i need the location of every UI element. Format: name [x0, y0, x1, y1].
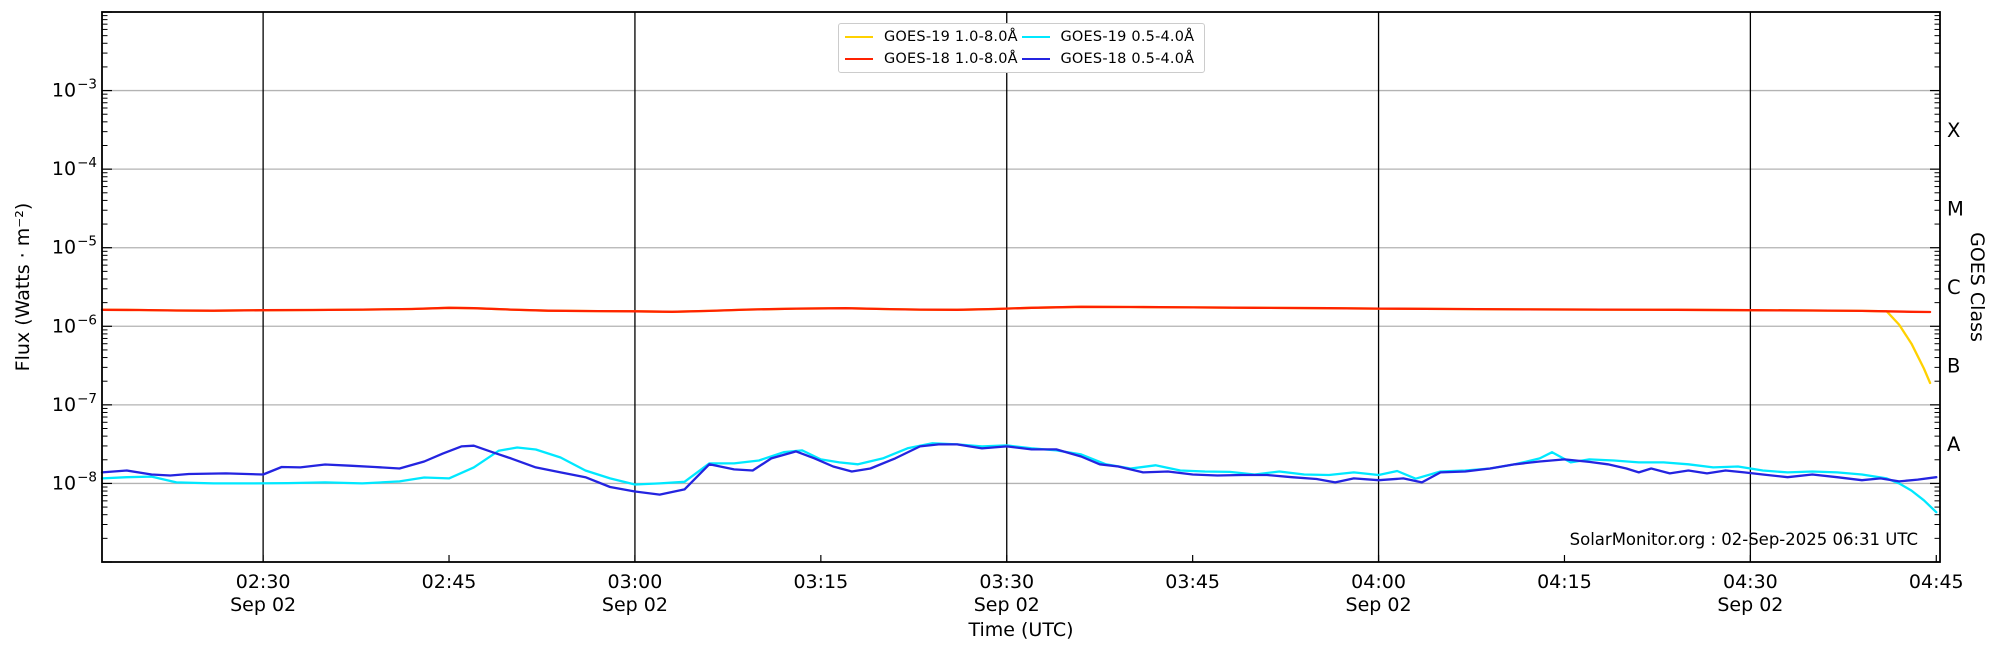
y-tick-label: 10−6	[52, 312, 97, 337]
legend-item: GOES-19 0.5-4.0Å	[1021, 29, 1199, 45]
legend-label: GOES-18 1.0-8.0Å	[884, 51, 1018, 67]
x-tick-label: 03:45	[1165, 571, 1220, 593]
x-axis-title: Time (UTC)	[968, 619, 1074, 641]
x-day-label: Sep 02	[1346, 594, 1412, 616]
x-tick-label: 02:45	[422, 571, 477, 593]
y-tick-label: 10−4	[52, 155, 97, 180]
legend-item: GOES-18 1.0-8.0Å	[845, 51, 1022, 67]
legend-item: GOES-19 1.0-8.0Å	[845, 29, 1022, 45]
credit-timestamp: SolarMonitor.org : 02-Sep-2025 06:31 UTC	[1569, 530, 1918, 549]
legend-line-swatch-yellow-icon	[845, 35, 873, 39]
x-tick-label: 04:30	[1723, 571, 1778, 593]
y-tick-label: 10−8	[52, 469, 97, 494]
x-day-label: Sep 02	[1717, 594, 1783, 616]
x-day-label: Sep 02	[230, 594, 296, 616]
series-line	[100, 442, 1938, 514]
x-tick-label: 03:00	[608, 571, 663, 593]
plot-frame	[101, 11, 1941, 563]
goes-class-label: X	[1947, 119, 1960, 142]
x-tick-label: 02:30	[236, 571, 291, 593]
series-line	[100, 305, 1932, 385]
goes-class-label: C	[1947, 276, 1961, 299]
x-day-label: Sep 02	[602, 594, 668, 616]
legend-label: GOES-19 0.5-4.0Å	[1060, 29, 1195, 45]
x-tick-label: 04:15	[1537, 571, 1592, 593]
x-tick-label: 04:45	[1909, 571, 1964, 593]
x-tick-label: 03:15	[793, 571, 848, 593]
series-line	[100, 305, 1932, 314]
right-axis-title: GOES Class	[1966, 232, 1988, 342]
x-day-label: Sep 02	[974, 594, 1040, 616]
goes-class-label: A	[1947, 433, 1961, 456]
goes-class-label: M	[1947, 197, 1964, 220]
y-axis-title: Flux (Watts · m⁻²)	[12, 202, 34, 372]
x-tick-label: 04:00	[1351, 571, 1406, 593]
legend-label: GOES-18 0.5-4.0Å	[1060, 51, 1195, 67]
series-line	[100, 443, 1938, 496]
legend-label: GOES-19 1.0-8.0Å	[884, 29, 1018, 45]
y-tick-label: 10−5	[52, 234, 97, 259]
legend-line-swatch-cyan-icon	[1021, 35, 1050, 39]
legend-line-swatch-red-icon	[845, 57, 873, 61]
x-tick-label: 03:30	[979, 571, 1034, 593]
y-tick-label: 10−7	[52, 391, 97, 416]
y-tick-label: 10−3	[52, 77, 97, 102]
legend: GOES-19 1.0-8.0Å GOES-18 1.0-8.0Å GOES-1…	[838, 23, 1205, 73]
goes-class-label: B	[1947, 355, 1960, 378]
legend-line-swatch-blue-icon	[1021, 57, 1050, 61]
legend-item: GOES-18 0.5-4.0Å	[1021, 51, 1199, 67]
